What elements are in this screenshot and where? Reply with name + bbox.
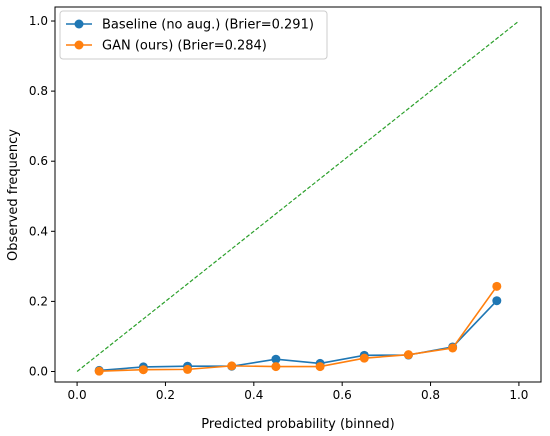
x-tick-label: 0.0 bbox=[68, 388, 87, 402]
series-1 bbox=[94, 281, 502, 376]
y-tick-label: 0.2 bbox=[29, 294, 48, 308]
y-tick-label: 0.0 bbox=[29, 364, 48, 378]
series-line-1 bbox=[99, 285, 498, 372]
data-point bbox=[403, 350, 413, 360]
x-axis-label: Predicted probability (binned) bbox=[201, 417, 394, 432]
data-point bbox=[492, 296, 502, 306]
x-axis: 0.0 0.2 0.4 0.6 0.8 1.0 bbox=[68, 382, 528, 402]
data-point bbox=[271, 354, 281, 364]
data-point bbox=[315, 362, 325, 372]
legend-label-gan: GAN (ours) (Brier=0.284) bbox=[102, 39, 267, 54]
y-tick-label: 0.4 bbox=[29, 224, 48, 238]
legend-box bbox=[59, 10, 328, 60]
data-point bbox=[94, 366, 104, 376]
plot-frame bbox=[54, 6, 542, 383]
plot-area bbox=[55, 7, 541, 382]
legend-marker-baseline bbox=[74, 19, 84, 29]
x-tick-label: 0.8 bbox=[421, 388, 440, 402]
legend-label-baseline: Baseline (no aug.) (Brier=0.291) bbox=[102, 18, 314, 33]
x-tick-label: 1.0 bbox=[509, 388, 528, 402]
y-tick-label: 0.8 bbox=[29, 84, 48, 98]
x-tick-label: 0.4 bbox=[244, 388, 263, 402]
data-point bbox=[138, 365, 148, 375]
reference-diagonal-line bbox=[76, 20, 520, 372]
reference-line-layer bbox=[76, 20, 520, 372]
y-axis: 0.0 0.2 0.4 0.6 0.8 1.0 bbox=[29, 14, 55, 378]
y-tick-label: 0.6 bbox=[29, 154, 48, 168]
x-tick-label: 0.6 bbox=[333, 388, 352, 402]
data-point bbox=[227, 361, 237, 371]
legend-marker-gan bbox=[74, 40, 84, 50]
data-point bbox=[271, 362, 281, 372]
legend: Baseline (no aug.) (Brier=0.291) GAN (ou… bbox=[59, 10, 328, 60]
y-axis-label: Observed frequency bbox=[6, 129, 21, 261]
series-layer bbox=[94, 281, 502, 376]
data-point bbox=[359, 353, 369, 363]
y-tick-label: 1.0 bbox=[29, 14, 48, 28]
data-point bbox=[183, 364, 193, 374]
data-point bbox=[448, 343, 458, 353]
x-tick-label: 0.2 bbox=[156, 388, 175, 402]
data-point bbox=[492, 281, 502, 291]
